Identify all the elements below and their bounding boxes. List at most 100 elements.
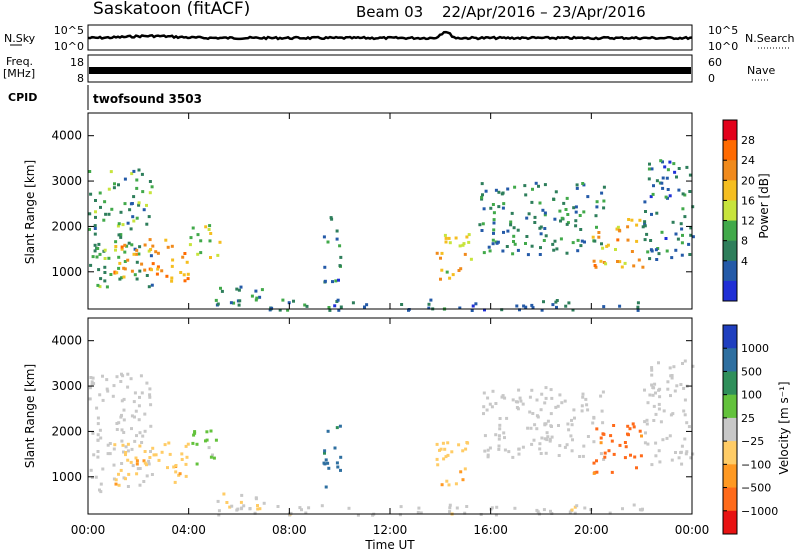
echo-cell (145, 381, 149, 385)
echo-cell (597, 235, 601, 239)
echo-cell (581, 395, 585, 399)
echo-cell (627, 218, 631, 221)
echo-cell (483, 434, 487, 438)
echo-cell (119, 233, 123, 237)
echo-cell (535, 508, 539, 512)
echo-cell (574, 210, 578, 214)
echo-cell (650, 463, 654, 467)
echo-cell (109, 170, 113, 174)
echo-cell (137, 404, 141, 408)
y-tick-label: 3000 (51, 379, 82, 393)
colorbar-tick-label: −1000 (741, 505, 778, 518)
echo-cell (98, 393, 102, 397)
echo-cell (89, 192, 93, 196)
echo-cell (270, 306, 274, 310)
echo-cell (137, 201, 141, 205)
echo-cell (166, 245, 170, 249)
echo-cell (99, 277, 103, 281)
echo-cell (691, 235, 695, 239)
echo-cell (155, 272, 159, 276)
echo-cell (518, 308, 521, 312)
echo-cell (612, 424, 616, 427)
echo-cell (124, 445, 128, 449)
echo-cell (581, 182, 585, 185)
echo-cell (491, 389, 495, 393)
echo-cell (552, 197, 556, 201)
echo-cell (99, 482, 103, 486)
echo-cell (339, 468, 342, 472)
echo-cell (209, 256, 212, 259)
echo-cell (93, 224, 97, 228)
echo-cell (467, 233, 471, 237)
echo-cell (491, 203, 495, 206)
echo-cell (595, 200, 599, 204)
echo-cell (655, 211, 659, 215)
date-range: 22/Apr/2016 – 23/Apr/2016 (442, 3, 646, 21)
echo-cell (186, 272, 190, 276)
echo-cell (132, 219, 136, 223)
echo-cell (448, 510, 452, 514)
colorbar-segment (723, 220, 737, 242)
echo-cell (512, 234, 516, 238)
echo-cell (605, 244, 609, 248)
echo-cell (638, 508, 642, 512)
echo-cell (555, 299, 559, 302)
echo-cell (565, 251, 569, 255)
echo-cell (458, 306, 462, 310)
echo-cell (156, 251, 160, 255)
echo-cell (120, 399, 124, 403)
echo-cell (566, 422, 570, 426)
echo-cell (459, 267, 463, 271)
power-colorbar: 28 24 20 16 12 8 4 (722, 119, 755, 302)
echo-cell (528, 410, 532, 414)
echo-cell (677, 167, 681, 170)
echo-cell (691, 205, 695, 209)
echo-cell (523, 184, 527, 188)
echo-cell (558, 444, 562, 448)
y-tick-label: 3000 (51, 174, 82, 188)
echo-cell (689, 226, 693, 230)
echo-cell (113, 443, 117, 447)
echo-cell (681, 207, 685, 211)
echo-cell (644, 210, 647, 213)
colorbar-segment (723, 140, 737, 161)
beam-label: Beam 03 (356, 3, 423, 21)
echo-cell (124, 451, 128, 454)
echo-cell (583, 240, 586, 244)
echo-cell (95, 406, 99, 410)
echo-cell (666, 188, 670, 191)
echo-cell (533, 215, 537, 219)
echo-cell (122, 397, 126, 401)
echo-cell (185, 260, 189, 264)
echo-cell (497, 447, 501, 451)
echo-cell (665, 249, 669, 253)
echo-cell (471, 304, 475, 308)
echo-cell (91, 376, 95, 380)
echo-cell (93, 232, 97, 236)
echo-cell (209, 455, 213, 459)
echo-cell (327, 306, 331, 309)
echo-cell (643, 200, 647, 204)
echo-cell (338, 264, 342, 268)
echo-cell (539, 225, 543, 229)
echo-cell (503, 436, 506, 440)
echo-cell (142, 208, 146, 212)
echo-cell (335, 229, 339, 233)
echo-cell (117, 255, 121, 259)
echo-cell (122, 450, 125, 454)
echo-cell (570, 508, 574, 512)
colorbar-tick-label: 25 (741, 412, 755, 425)
echo-cell (562, 201, 566, 205)
echo-cell (117, 222, 121, 226)
echo-cell (126, 221, 130, 225)
echo-cell (536, 415, 540, 419)
echo-cell (652, 386, 656, 390)
echo-cell (549, 424, 553, 428)
echo-cell (629, 453, 632, 457)
echo-cell (574, 205, 578, 209)
echo-cell (356, 513, 360, 517)
echo-cell (484, 189, 488, 193)
echo-cell (606, 243, 610, 247)
echo-cell (602, 432, 606, 436)
